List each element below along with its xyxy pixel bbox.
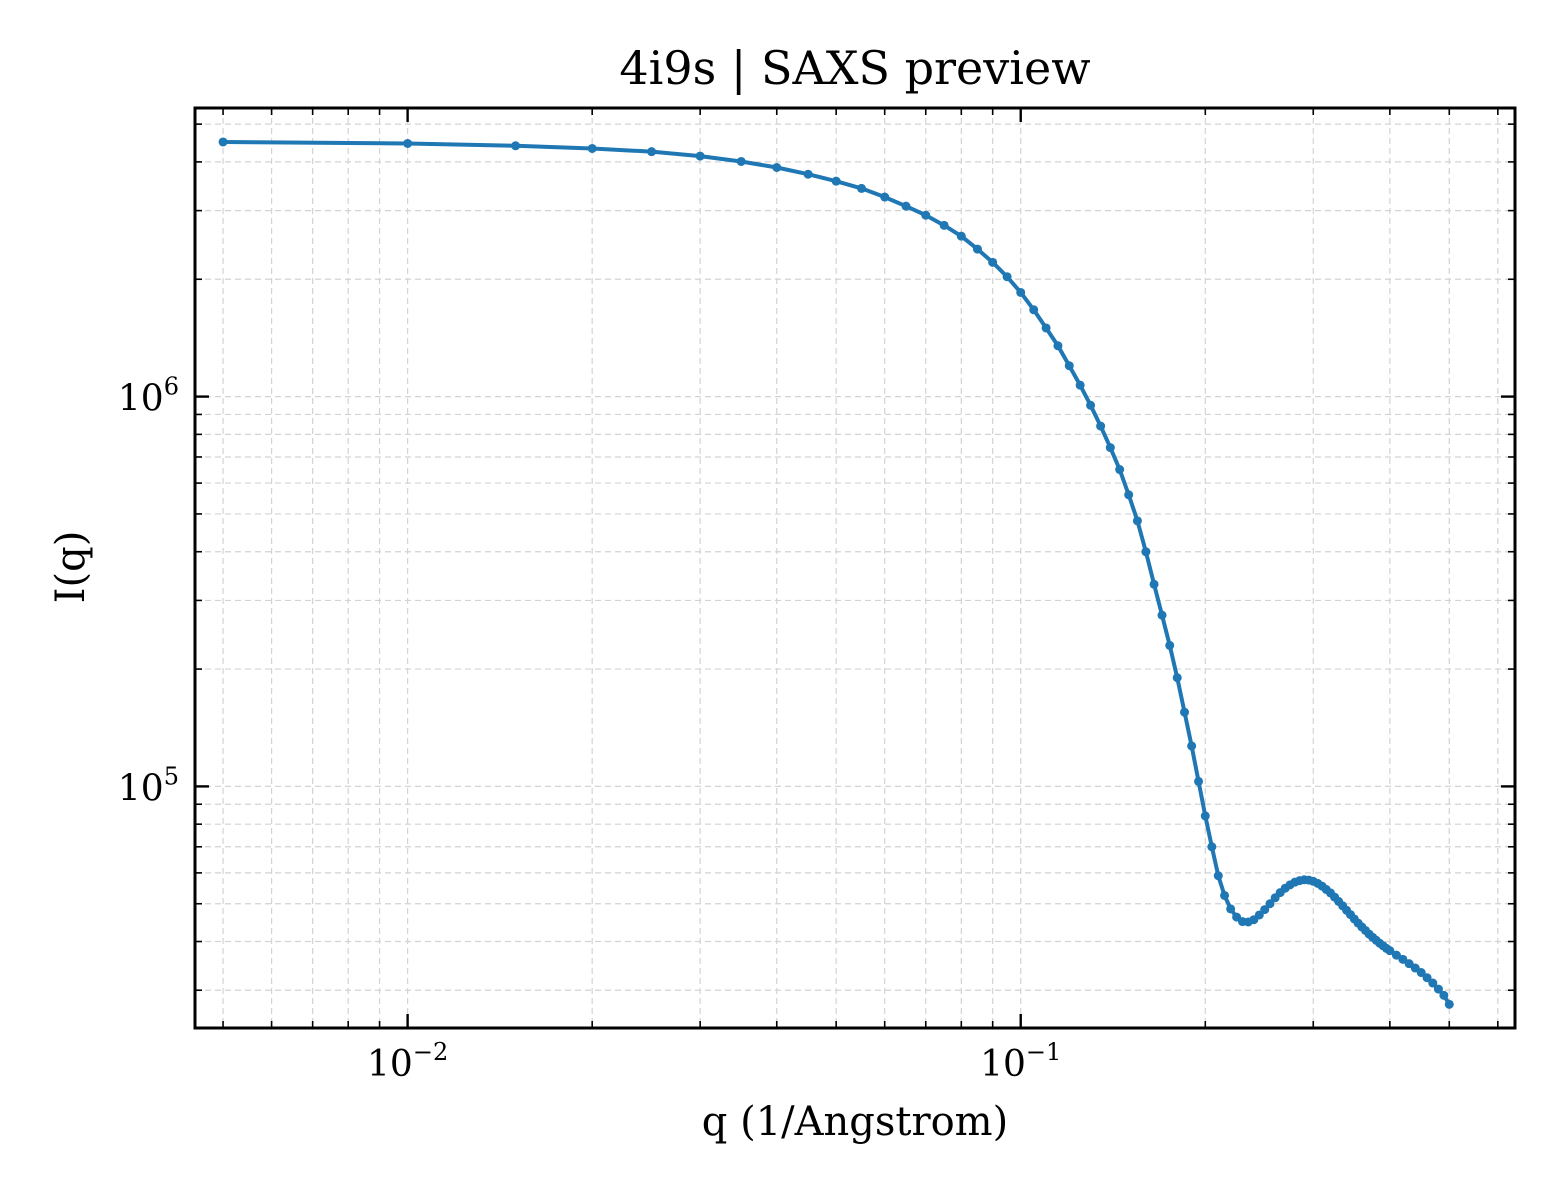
- data-point: [1141, 547, 1151, 557]
- x-tick-label: 10−2: [367, 1038, 448, 1085]
- data-point: [1416, 968, 1426, 978]
- data-point: [587, 143, 597, 153]
- data-point: [1398, 954, 1408, 964]
- data-point: [1439, 990, 1449, 1000]
- x-tick-label: 10−1: [980, 1038, 1061, 1085]
- data-point: [736, 156, 746, 166]
- data-point: [880, 192, 890, 202]
- data-point: [956, 231, 966, 241]
- y-tick-label-base: 10: [118, 379, 164, 420]
- data-point: [1444, 999, 1454, 1009]
- data-point: [1391, 950, 1401, 960]
- y-tick-label-exponent: 6: [164, 373, 179, 401]
- data-point: [1213, 871, 1223, 881]
- data-point: [1053, 341, 1063, 351]
- y-tick-label: 106: [118, 373, 179, 420]
- chart-title: 4i9s | SAXS preview: [619, 41, 1090, 95]
- data-point: [1433, 984, 1443, 994]
- data-point: [695, 151, 705, 161]
- x-tick-label-exponent: −2: [413, 1038, 448, 1066]
- data-series: [218, 137, 1454, 1009]
- x-tick-label-base: 10: [980, 1044, 1026, 1085]
- data-point: [1115, 465, 1125, 475]
- data-point: [403, 138, 413, 148]
- data-point: [939, 220, 949, 230]
- data-point: [1075, 380, 1085, 390]
- data-point: [1260, 905, 1270, 915]
- y-tick-label: 105: [118, 762, 179, 809]
- data-point: [1385, 946, 1395, 956]
- data-point: [1149, 579, 1159, 589]
- data-point: [1226, 904, 1236, 914]
- data-point: [1265, 899, 1275, 909]
- y-tick-label-base: 10: [118, 768, 164, 809]
- data-point: [803, 169, 813, 179]
- data-point: [1207, 842, 1217, 852]
- data-point: [1002, 272, 1012, 282]
- data-point: [1086, 400, 1096, 410]
- x-tick-label-exponent: −1: [1026, 1038, 1061, 1066]
- data-point: [857, 183, 867, 193]
- data-point: [901, 201, 911, 211]
- data-point: [1016, 287, 1026, 297]
- data-point: [511, 141, 521, 151]
- data-point: [972, 244, 982, 254]
- x-axis-label: q (1/Angstrom): [702, 1099, 1008, 1145]
- data-point: [1165, 640, 1175, 650]
- data-point: [1172, 673, 1182, 683]
- data-point: [1132, 516, 1142, 526]
- data-point: [988, 257, 998, 267]
- data-point: [772, 163, 782, 172]
- data-point: [1157, 610, 1167, 620]
- y-axis-label: I(q): [48, 531, 94, 604]
- data-point: [1029, 305, 1039, 315]
- data-point: [1064, 361, 1074, 371]
- data-point: [1422, 973, 1432, 983]
- grid: [195, 108, 1515, 1028]
- data-point: [1187, 741, 1197, 751]
- data-point: [218, 137, 228, 147]
- data-point: [1200, 811, 1210, 821]
- data-point: [647, 147, 657, 157]
- data-point: [1220, 890, 1230, 900]
- y-tick-label-exponent: 5: [164, 762, 179, 790]
- data-point: [1180, 707, 1190, 717]
- data-point: [1194, 776, 1204, 786]
- data-point: [1041, 323, 1051, 333]
- data-point: [1428, 978, 1438, 988]
- data-point: [1096, 421, 1106, 431]
- data-point: [1105, 443, 1115, 453]
- x-tick-label-base: 10: [367, 1044, 413, 1085]
- data-point: [831, 176, 841, 186]
- data-point: [921, 210, 931, 220]
- plot-frame: [193, 106, 1517, 1030]
- data-point: [1124, 490, 1134, 500]
